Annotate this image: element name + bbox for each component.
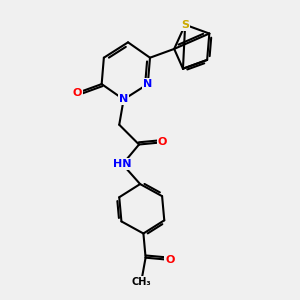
Text: O: O <box>158 137 167 147</box>
Text: N: N <box>143 79 152 89</box>
Text: S: S <box>181 20 189 30</box>
Text: O: O <box>165 255 175 265</box>
Text: N: N <box>119 94 128 104</box>
Text: HN: HN <box>113 159 132 169</box>
Text: CH₃: CH₃ <box>131 277 151 287</box>
Text: O: O <box>73 88 82 98</box>
